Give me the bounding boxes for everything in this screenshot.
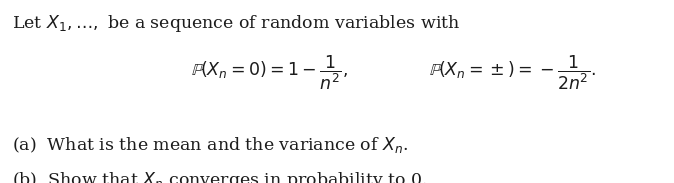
Text: Let $X_1, \ldots,$ be a sequence of random variables with: Let $X_1, \ldots,$ be a sequence of rand… [12,13,460,34]
Text: $\mathbb{P}\!\left(X_n = 0\right) = 1 - \dfrac{1}{n^2},$: $\mathbb{P}\!\left(X_n = 0\right) = 1 - … [191,54,348,92]
Text: (a)  What is the mean and the variance of $X_n$.: (a) What is the mean and the variance of… [12,135,408,155]
Text: (b)  Show that $X_n$ converges in probability to 0.: (b) Show that $X_n$ converges in probabi… [12,170,428,183]
Text: $\mathbb{P}\!\left(X_n = \pm\right) = -\dfrac{1}{2n^2}.$: $\mathbb{P}\!\left(X_n = \pm\right) = -\… [429,54,596,92]
